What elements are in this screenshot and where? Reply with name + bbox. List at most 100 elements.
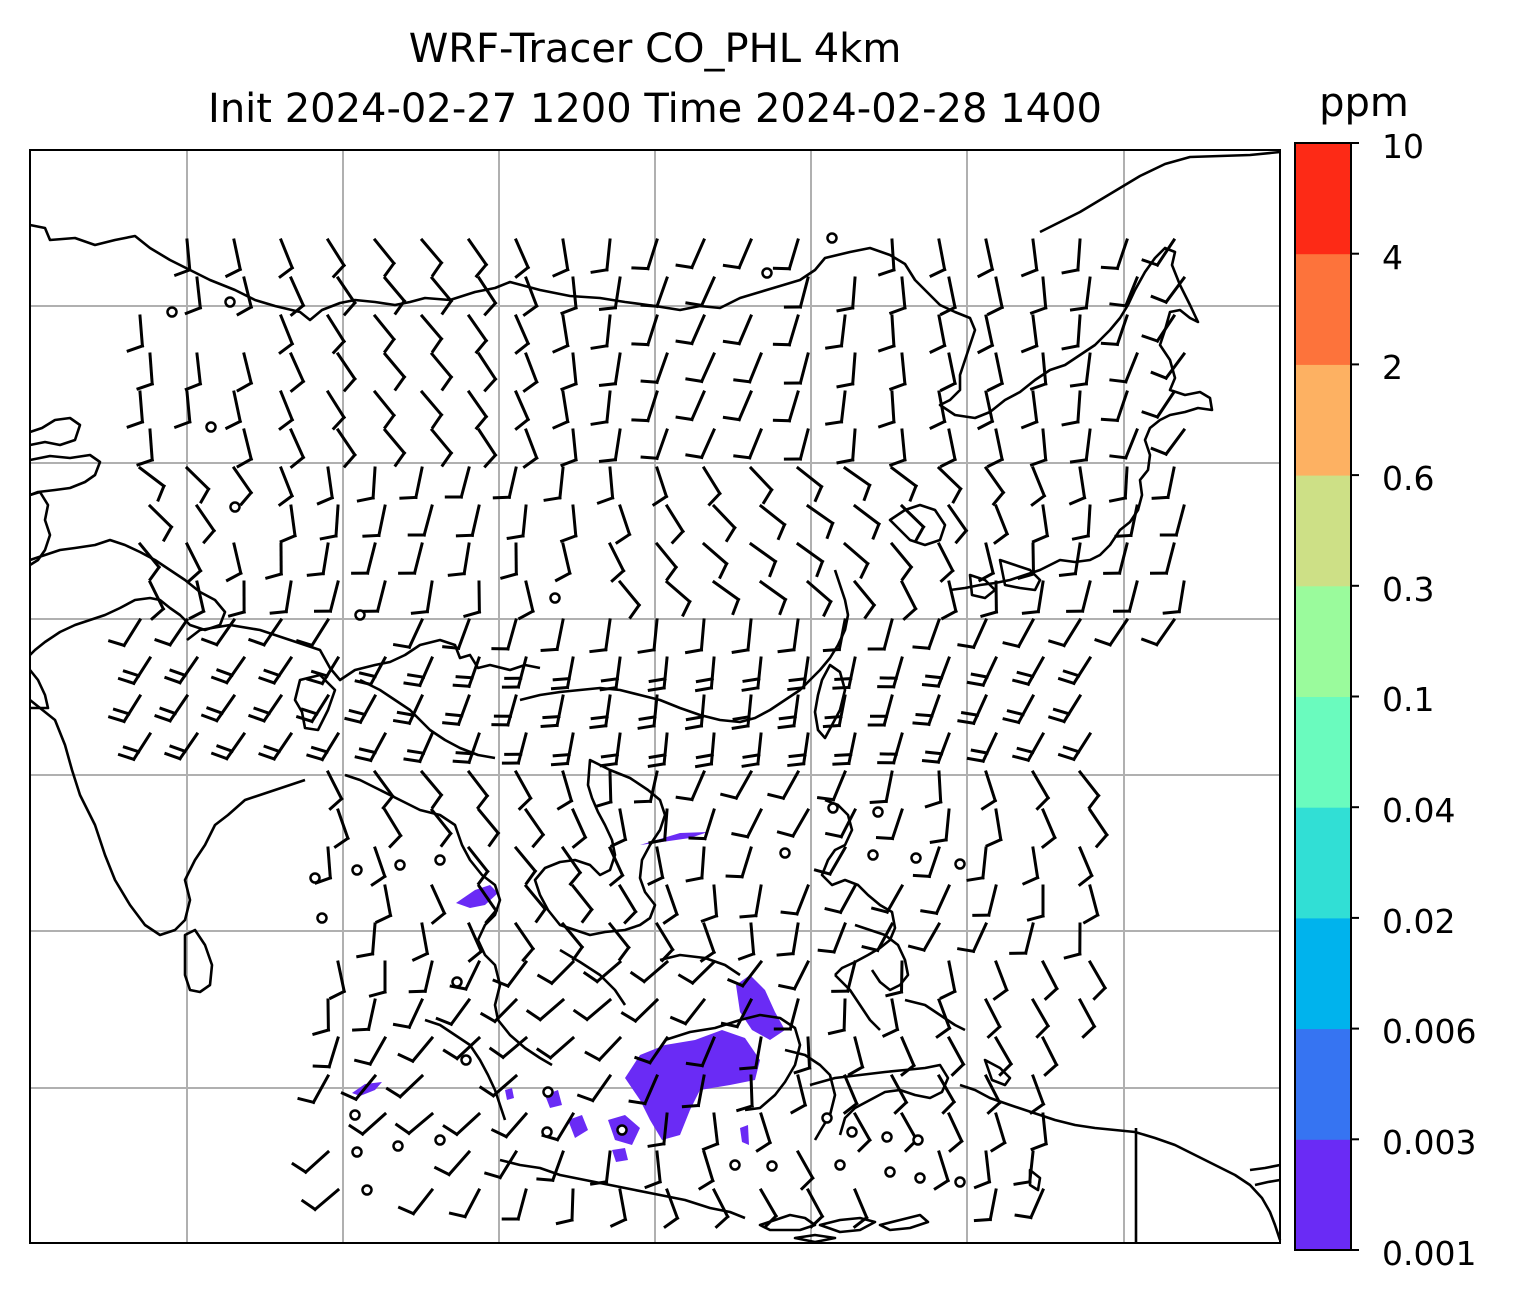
wind-barb-staff: [654, 921, 675, 952]
wind-barb-staff: [805, 1187, 825, 1219]
wind-barb-flag: [392, 1022, 412, 1029]
wind-barb-flag: [169, 744, 188, 754]
wind-barb-staff: [756, 732, 763, 766]
wind-barb-staff: [1031, 846, 1040, 880]
wind-barb-flag: [914, 524, 926, 543]
wind-barb-staff: [1080, 580, 1092, 613]
coastline: [813, 663, 847, 740]
wind-barb-staff: [947, 1112, 964, 1144]
wind-barb-staff: [746, 618, 753, 652]
wind-barb-staff: [289, 276, 306, 308]
calm-marker: [914, 1172, 926, 1184]
wind-barb-staff: [981, 656, 998, 688]
wind-barb-flag: [817, 948, 836, 954]
wind-barb-staff: [597, 1035, 623, 1062]
wind-barb-flag: [614, 532, 632, 545]
wind-barb-flag: [1043, 1062, 1059, 1077]
wind-barb-staff: [513, 845, 538, 874]
wind-barb-staff: [411, 1187, 435, 1216]
wind-barb-staff: [838, 883, 858, 915]
wind-barb-flag: [755, 1140, 773, 1153]
wind-barb-flag: [948, 1139, 964, 1153]
wind-barb-staff: [538, 997, 566, 1022]
wind-barb-staff: [618, 1188, 628, 1222]
wind-barb-flag: [1081, 1024, 1097, 1039]
wind-barb-flag: [980, 798, 998, 811]
calm-marker: [821, 1112, 833, 1124]
wind-barb-staff: [466, 237, 489, 267]
wind-barb-staff: [899, 579, 918, 611]
wind-barb-staff: [565, 732, 575, 766]
wind-barb-flag: [154, 637, 173, 647]
wind-barb-staff: [663, 808, 669, 842]
wind-barb-staff: [711, 503, 737, 530]
wind-barb-flag: [1052, 707, 1071, 716]
wind-barb-staff: [699, 694, 706, 728]
wind-barb-staff: [412, 542, 424, 575]
wind-barb-flag: [609, 1217, 628, 1228]
wind-barb-flag: [1016, 746, 1035, 755]
wind-barb-flag: [439, 831, 453, 848]
calm-marker: [316, 912, 328, 924]
wind-barb-flag: [550, 761, 570, 767]
wind-barb-flag: [768, 559, 778, 578]
wind-barb-flag: [463, 610, 482, 618]
calm-marker: [541, 1126, 553, 1138]
wind-barb-flag: [799, 1175, 815, 1191]
wind-barb-flag: [1029, 381, 1048, 391]
wind-barb-staff: [646, 390, 659, 423]
wind-barb-flag: [531, 832, 546, 849]
calm-marker: [460, 1054, 472, 1066]
wind-barb-flag: [483, 452, 498, 469]
wind-barb-flag: [199, 486, 211, 505]
wind-barb-flag: [986, 457, 1005, 469]
wind-barb-staff: [419, 237, 444, 265]
wind-barb-staff: [372, 389, 397, 418]
wind-barb-flag: [950, 1062, 966, 1077]
wind-barb-flag: [1094, 637, 1113, 647]
wind-barb-flag: [742, 753, 761, 759]
wind-barb-staff: [1076, 390, 1082, 424]
calm-marker: [205, 421, 217, 433]
wind-barb-staff: [851, 276, 857, 310]
wind-barb-flag: [356, 952, 375, 959]
wind-barb-staff: [984, 238, 995, 272]
wind-barb-flag: [888, 381, 907, 392]
wind-barb-staff: [852, 503, 882, 527]
wind-barb-flag: [637, 724, 656, 730]
wind-barb-flag: [406, 749, 426, 755]
wind-barb-staff: [699, 352, 716, 384]
wind-barb-flag: [722, 263, 741, 270]
wind-barb-staff: [1086, 504, 1092, 538]
wind-barb-flag: [920, 909, 939, 916]
plume-patch: [612, 1148, 628, 1162]
wind-barb-flag: [136, 381, 155, 391]
wind-barb-flag: [929, 267, 947, 279]
wind-barb-staff: [700, 1036, 716, 1068]
wind-barb-flag: [279, 533, 297, 544]
wind-barb-flag: [929, 838, 948, 845]
wind-barb-staff: [500, 1035, 529, 1060]
wind-barb-staff: [456, 694, 471, 727]
wind-barb-flag: [662, 912, 679, 925]
wind-barb-flag: [824, 906, 843, 915]
wind-barb-flag: [825, 521, 835, 540]
wind-barb-flag: [832, 685, 851, 690]
wind-barb-staff: [605, 238, 612, 272]
wind-barb-flag: [331, 415, 347, 431]
wind-barb-flag: [956, 947, 976, 954]
wind-barb-flag: [1062, 669, 1081, 678]
wind-barb-staff: [702, 922, 716, 955]
wind-barb-staff: [372, 313, 397, 342]
wind-barb-staff: [325, 769, 344, 801]
wind-barb-flag: [445, 712, 464, 718]
wind-barb-staff: [787, 314, 800, 347]
wind-barb-flag: [154, 713, 173, 723]
wind-barb-flag: [156, 484, 166, 502]
wind-barb-flag: [393, 298, 407, 316]
wind-barb-staff: [1040, 959, 1059, 991]
wind-barb-staff: [195, 580, 206, 614]
wind-barb-staff: [177, 655, 200, 685]
coastline: [818, 1216, 877, 1234]
wind-barb-flag: [552, 267, 570, 278]
